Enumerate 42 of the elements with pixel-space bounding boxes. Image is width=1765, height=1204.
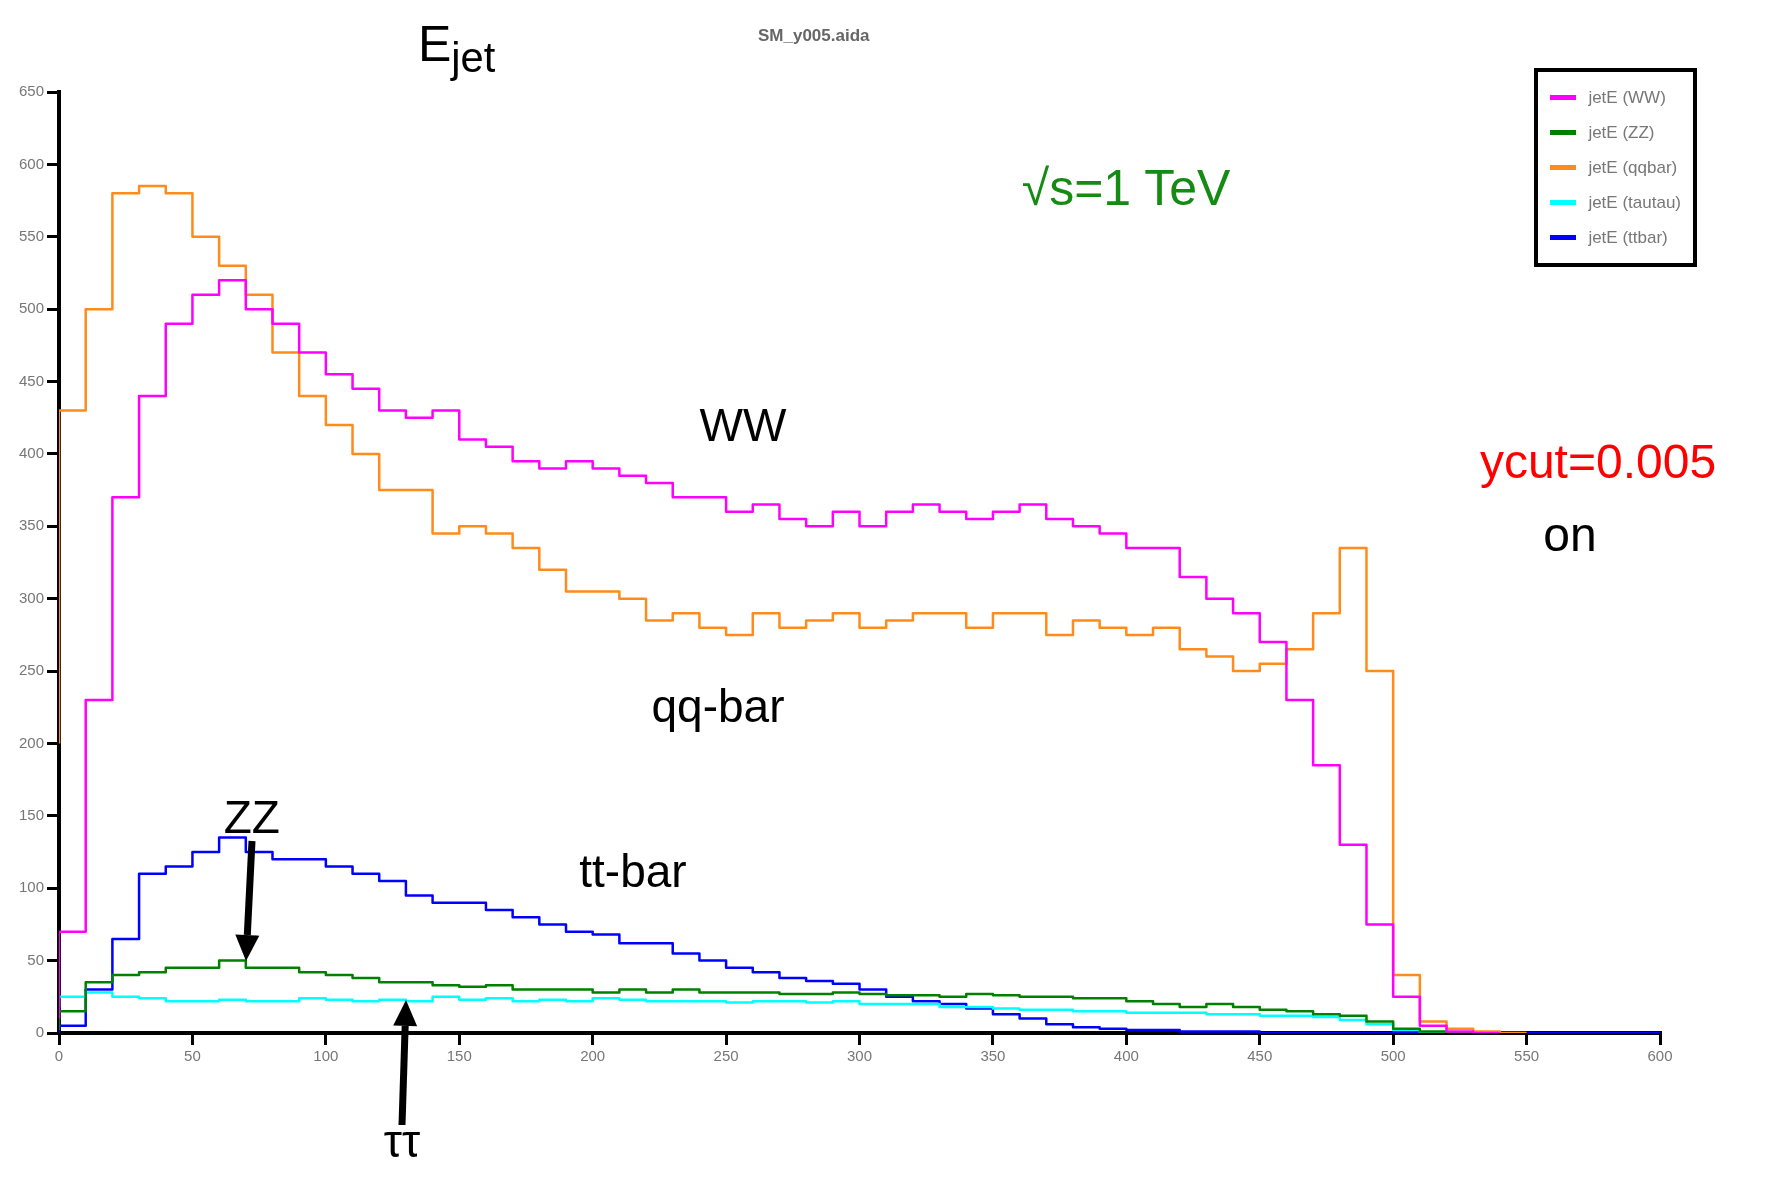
x-tick-label: 50 bbox=[184, 1047, 201, 1065]
annotation: √s=1 TeV bbox=[1021, 159, 1231, 216]
x-tick-label: 0 bbox=[54, 1047, 64, 1065]
y-tick-label: 450 bbox=[19, 371, 45, 389]
legend-label: jetE (ZZ) bbox=[1588, 122, 1655, 143]
y-tick-label: 550 bbox=[19, 226, 45, 244]
y-tick-label: 150 bbox=[19, 805, 45, 823]
y-tick-label: 300 bbox=[19, 588, 45, 606]
annotation: qq-bar bbox=[651, 679, 785, 732]
x-tick-label: 350 bbox=[980, 1047, 1006, 1065]
x-tick-label: 100 bbox=[313, 1047, 339, 1065]
y-tick-label: 650 bbox=[19, 82, 45, 100]
legend-label: jetE (ttbar) bbox=[1588, 227, 1668, 248]
y-tick-label: 400 bbox=[19, 444, 45, 462]
annotation: ττ bbox=[383, 1115, 421, 1168]
y-tick-label: 0 bbox=[35, 1023, 45, 1041]
annotation: ycut=0.005 bbox=[1479, 435, 1717, 489]
x-tick-label: 300 bbox=[847, 1047, 873, 1065]
chart-title: E$_{jet}$ bbox=[418, 16, 496, 83]
y-tick-label: 200 bbox=[19, 733, 45, 751]
legend-label: jetE (tautau) bbox=[1588, 192, 1681, 213]
annotation: on bbox=[1543, 508, 1597, 562]
chart-subtitle: SM_y005.aida bbox=[758, 26, 870, 46]
x-tick-label: 550 bbox=[1514, 1047, 1540, 1065]
x-tick-label: 150 bbox=[446, 1047, 472, 1065]
x-tick-label: 200 bbox=[580, 1047, 606, 1065]
annotation: tt-bar bbox=[579, 844, 687, 897]
legend-label: jetE (WW) bbox=[1588, 87, 1666, 108]
y-tick-label: 50 bbox=[27, 950, 45, 968]
annotation: ZZ bbox=[223, 791, 280, 844]
y-tick-label: 250 bbox=[19, 661, 45, 679]
y-tick-label: 100 bbox=[19, 878, 45, 896]
y-tick-label: 500 bbox=[19, 299, 45, 317]
annotation: WW bbox=[699, 398, 787, 451]
x-tick-label: 450 bbox=[1247, 1047, 1273, 1065]
x-tick-label: 600 bbox=[1647, 1047, 1673, 1065]
x-tick-label: 250 bbox=[713, 1047, 739, 1065]
y-tick-label: 600 bbox=[19, 154, 45, 172]
legend-label: jetE (qqbar) bbox=[1588, 157, 1678, 178]
y-tick-label: 350 bbox=[19, 516, 45, 534]
x-tick-label: 500 bbox=[1380, 1047, 1406, 1065]
x-tick-label: 400 bbox=[1113, 1047, 1139, 1065]
